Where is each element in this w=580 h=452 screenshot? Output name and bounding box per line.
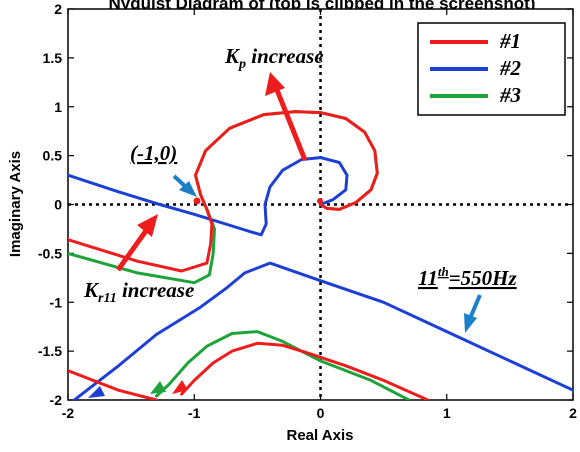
red-bottom-arrowhead	[172, 380, 188, 394]
axis-ticks: -2 -1 0 1 2 2 1.5 1 0.5 0 -0.5 -1 -1.5 -2	[38, 1, 577, 421]
kp-increase-label: Kp increase	[224, 44, 324, 72]
y-tick-label: 0	[54, 197, 62, 213]
eleventh-arrowhead	[464, 313, 477, 333]
x-tick-label: -2	[62, 405, 75, 421]
minus-one-label: (-1,0)	[130, 141, 177, 165]
kp-arrowhead	[265, 72, 285, 96]
green-bottom-arrowhead	[150, 381, 166, 394]
y-tick-label: 1.5	[43, 50, 63, 66]
x-axis-label: Real Axis	[287, 427, 354, 444]
kr-arrowhead	[137, 214, 158, 237]
eleventh-harmonic-label: 11th=550Hz	[418, 264, 517, 290]
series-line-1-segment-1	[68, 110, 379, 273]
y-tick-label: -1	[50, 294, 63, 310]
series-line-3-segment-2	[154, 330, 411, 400]
series-line-1-segment-3	[68, 369, 158, 400]
series-layer	[68, 110, 573, 400]
minus-one-arrowhead	[179, 181, 197, 197]
x-tick-label: 2	[569, 405, 577, 421]
y-tick-label: -1.5	[38, 343, 62, 359]
series-line-1-segment-2	[180, 341, 430, 400]
series-line-2-segment-1	[68, 156, 349, 237]
legend-label-1: #1	[499, 29, 521, 53]
legend-label-3: #3	[499, 83, 521, 107]
y-tick-label: -2	[50, 392, 63, 408]
x-tick-label: -1	[188, 405, 201, 421]
y-tick-label: 1	[54, 99, 62, 115]
y-axis-label: Imaginary Axis	[7, 151, 24, 257]
kr-arrow	[115, 226, 151, 272]
legend: #1 #2 #3	[417, 22, 566, 116]
minus-one-point	[193, 197, 201, 205]
y-tick-label: 0.5	[43, 148, 63, 164]
origin-point	[317, 198, 323, 204]
kr-increase-label: Kr11 increase	[83, 278, 194, 306]
x-tick-label: 1	[443, 405, 451, 421]
series-line-2-segment-2	[72, 261, 573, 400]
y-tick-label: 2	[54, 1, 62, 17]
y-tick-label: -0.5	[38, 245, 62, 261]
x-tick-label: 0	[317, 405, 325, 421]
eleventh-arrow	[469, 294, 482, 317]
blue-bottom-arrowhead	[88, 386, 105, 398]
annotation-arrows	[88, 72, 482, 398]
legend-label-2: #2	[499, 56, 522, 80]
kp-arrow	[274, 89, 308, 161]
